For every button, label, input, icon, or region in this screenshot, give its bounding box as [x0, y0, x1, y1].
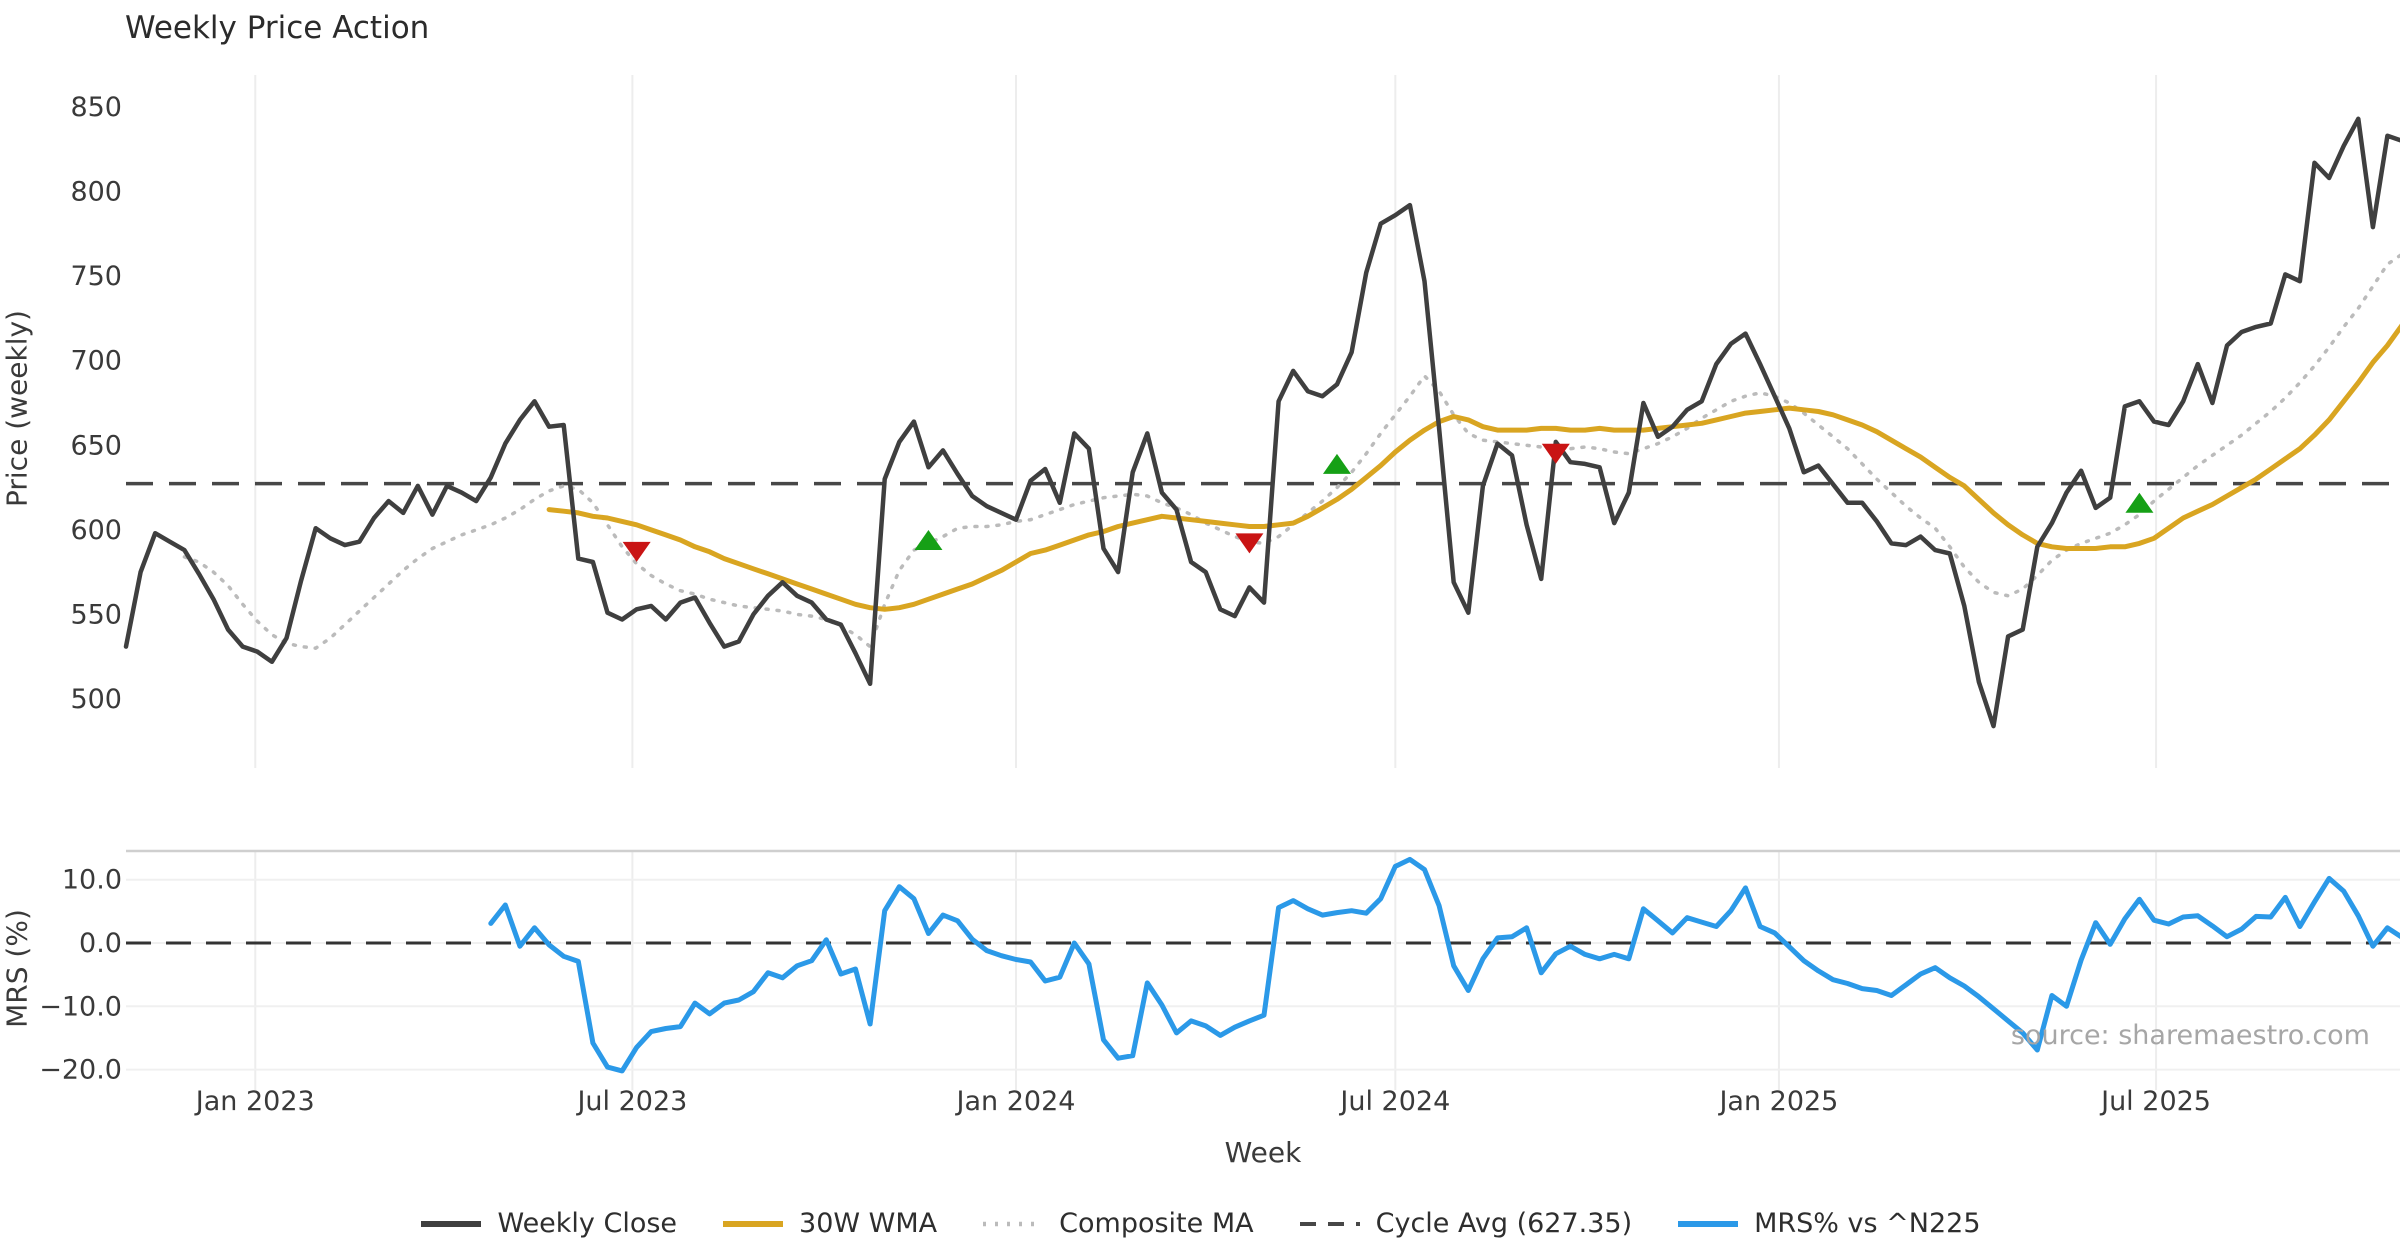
legend-swatch-dotted-icon: [983, 1221, 1044, 1226]
legend-swatch-solid-icon: [1678, 1220, 1739, 1227]
price-ytick-label: 850: [70, 92, 122, 123]
price-axis-label: Price (weekly): [0, 310, 34, 507]
legend-swatch-solid-icon: [723, 1220, 784, 1227]
chart-legend: Weekly Close 30W WMA Composite MA Cycle Avg…: [0, 1208, 2400, 1239]
x-axis-label: Week: [1224, 1136, 1302, 1169]
sell-marker-icon: [1541, 443, 1570, 464]
mrs-ytick-label: 10.0: [62, 865, 122, 896]
x-tick-label: Jan 2025: [1717, 1086, 1838, 1117]
legend-item-weekly-close: Weekly Close: [419, 1208, 677, 1239]
legend-label: 30W WMA: [799, 1208, 938, 1239]
sell-marker-icon: [1235, 533, 1264, 554]
legend-label: Composite MA: [1059, 1208, 1254, 1239]
x-tick-label: Jul 2023: [575, 1086, 687, 1117]
legend-swatch-solid-icon: [421, 1220, 482, 1227]
buy-marker-icon: [914, 529, 943, 550]
x-tick-label: Jan 2023: [194, 1086, 315, 1117]
legend-item-composite-ma: Composite MA: [981, 1208, 1254, 1239]
buy-marker-icon: [1322, 453, 1351, 474]
price-ytick-label: 650: [70, 430, 122, 461]
legend-swatch-dashed-icon: [1299, 1221, 1360, 1226]
legend-item-mrs-vs-n225: MRS% vs ^N225: [1676, 1208, 1981, 1239]
wma-30w-line: [546, 323, 2400, 612]
legend-label: MRS% vs ^N225: [1754, 1208, 1981, 1239]
weekly-close-line: [123, 116, 2400, 729]
composite-ma-line: [182, 253, 2400, 650]
mrs-axis-label: MRS (%): [0, 909, 34, 1028]
price-ytick-label: 700: [70, 346, 122, 377]
legend-item-cycle-avg-627-35: Cycle Avg (627.35): [1298, 1208, 1633, 1239]
mrs-ytick-label: 0.0: [79, 928, 122, 959]
legend-label: Weekly Close: [497, 1208, 678, 1239]
mrs-ytick-label: −20.0: [39, 1055, 122, 1086]
price-ytick-label: 600: [70, 515, 122, 546]
price-ytick-label: 500: [70, 684, 122, 715]
x-tick-label: Jul 2024: [1338, 1086, 1450, 1117]
x-tick-label: Jul 2025: [2099, 1086, 2211, 1117]
sell-marker-icon: [622, 541, 651, 562]
buy-marker-icon: [2125, 492, 2154, 513]
mrs-line: [488, 856, 2400, 1074]
source-watermark: source: sharemaestro.com: [2010, 1020, 2370, 1051]
price-ytick-label: 800: [70, 177, 122, 208]
chart-title: Weekly Price Action: [125, 10, 430, 46]
legend-item-30w-wma: 30W WMA: [721, 1208, 937, 1239]
price-ytick-label: 750: [70, 261, 122, 292]
x-tick-label: Jan 2024: [955, 1086, 1076, 1117]
mrs-ytick-label: −10.0: [39, 991, 122, 1022]
legend-label: Cycle Avg (627.35): [1375, 1208, 1633, 1239]
price-ytick-label: 550: [70, 599, 122, 630]
